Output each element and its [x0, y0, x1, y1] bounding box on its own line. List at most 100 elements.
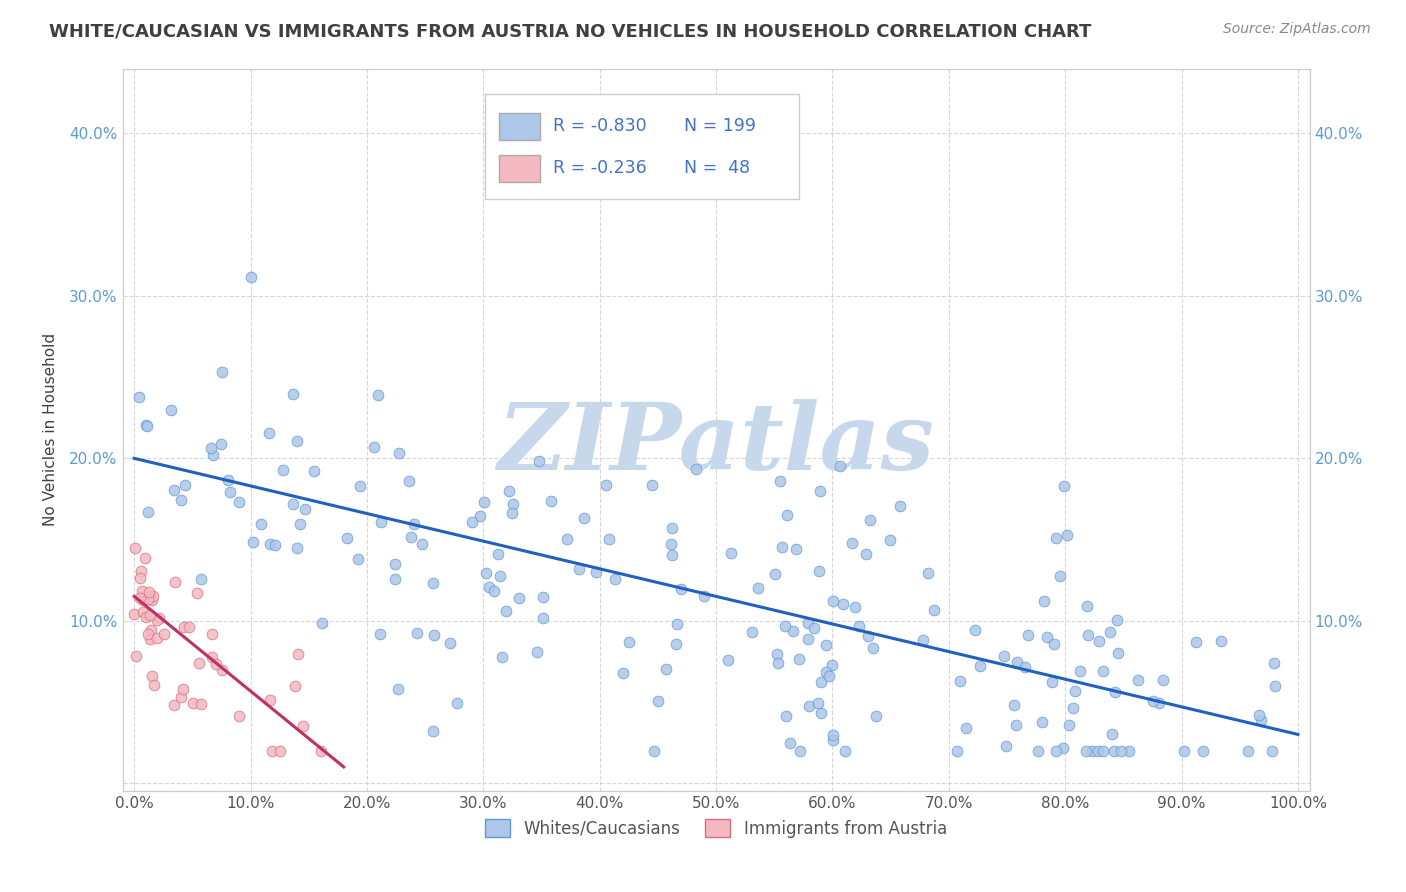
- Point: [598, 533, 620, 547]
- Point: [643, 744, 665, 758]
- Point: [294, 501, 316, 516]
- Point: [647, 694, 669, 708]
- Text: N = 199: N = 199: [683, 117, 756, 135]
- Point: [217, 473, 239, 487]
- Point: [1142, 694, 1164, 708]
- Point: [1076, 599, 1098, 613]
- Point: [259, 536, 281, 550]
- Point: [1088, 634, 1111, 648]
- Point: [211, 365, 233, 379]
- Point: [139, 632, 162, 646]
- Point: [398, 474, 420, 488]
- Point: [859, 513, 882, 527]
- Point: [917, 566, 939, 581]
- Point: [832, 597, 855, 611]
- Point: [336, 531, 359, 545]
- Point: [1109, 744, 1132, 758]
- Point: [1211, 634, 1233, 648]
- Point: [461, 515, 484, 529]
- Point: [1042, 675, 1064, 690]
- Point: [531, 590, 554, 604]
- Point: [1077, 628, 1099, 642]
- Point: [145, 614, 167, 628]
- Text: R = -0.830: R = -0.830: [554, 117, 647, 135]
- Point: [821, 733, 844, 747]
- Point: [741, 625, 763, 640]
- Point: [1091, 744, 1114, 758]
- Point: [399, 530, 422, 544]
- Point: [1014, 660, 1036, 674]
- Point: [135, 610, 157, 624]
- Point: [1045, 531, 1067, 545]
- Point: [1045, 744, 1067, 758]
- Point: [139, 588, 162, 602]
- Point: [269, 744, 291, 758]
- Point: [775, 508, 797, 522]
- Point: [186, 586, 208, 600]
- Point: [595, 477, 617, 491]
- Point: [612, 665, 634, 680]
- Point: [1147, 696, 1170, 710]
- Point: [363, 441, 385, 455]
- Point: [810, 706, 832, 720]
- Point: [228, 709, 250, 723]
- Point: [201, 650, 224, 665]
- Point: [666, 616, 689, 631]
- Point: [472, 495, 495, 509]
- Point: [855, 548, 877, 562]
- Point: [1105, 614, 1128, 628]
- Point: [1118, 744, 1140, 758]
- Point: [406, 625, 429, 640]
- Point: [815, 665, 838, 680]
- Point: [411, 537, 433, 551]
- Point: [993, 648, 1015, 663]
- Point: [531, 611, 554, 625]
- Point: [475, 566, 498, 580]
- Point: [135, 418, 157, 433]
- Point: [138, 608, 160, 623]
- Point: [828, 459, 851, 474]
- Point: [142, 589, 165, 603]
- Point: [747, 581, 769, 595]
- Point: [160, 402, 183, 417]
- Point: [148, 610, 170, 624]
- Point: [384, 558, 406, 572]
- Point: [311, 615, 333, 630]
- Point: [131, 583, 153, 598]
- Point: [1092, 665, 1115, 679]
- Point: [422, 724, 444, 739]
- Point: [810, 483, 832, 498]
- Point: [446, 697, 468, 711]
- Point: [834, 744, 856, 758]
- Point: [422, 576, 444, 591]
- Point: [502, 497, 524, 511]
- Point: [387, 681, 409, 696]
- Point: [803, 621, 825, 635]
- Point: [219, 484, 242, 499]
- Point: [172, 681, 194, 696]
- Point: [302, 464, 325, 478]
- Point: [1250, 714, 1272, 728]
- Point: [841, 536, 863, 550]
- Point: [124, 648, 146, 663]
- Point: [259, 693, 281, 707]
- Point: [201, 627, 224, 641]
- Point: [188, 656, 211, 670]
- Point: [949, 674, 972, 689]
- Point: [153, 627, 176, 641]
- Point: [249, 516, 271, 531]
- Point: [661, 521, 683, 535]
- Point: [139, 623, 162, 637]
- Point: [782, 624, 804, 638]
- Point: [605, 572, 627, 586]
- Point: [281, 497, 304, 511]
- Point: [1059, 718, 1081, 732]
- Point: [228, 495, 250, 509]
- Point: [879, 533, 901, 547]
- Point: [995, 739, 1018, 753]
- Point: [1173, 744, 1195, 758]
- Point: [135, 417, 157, 432]
- Point: [1104, 744, 1126, 758]
- Point: [669, 582, 692, 596]
- Point: [271, 463, 294, 477]
